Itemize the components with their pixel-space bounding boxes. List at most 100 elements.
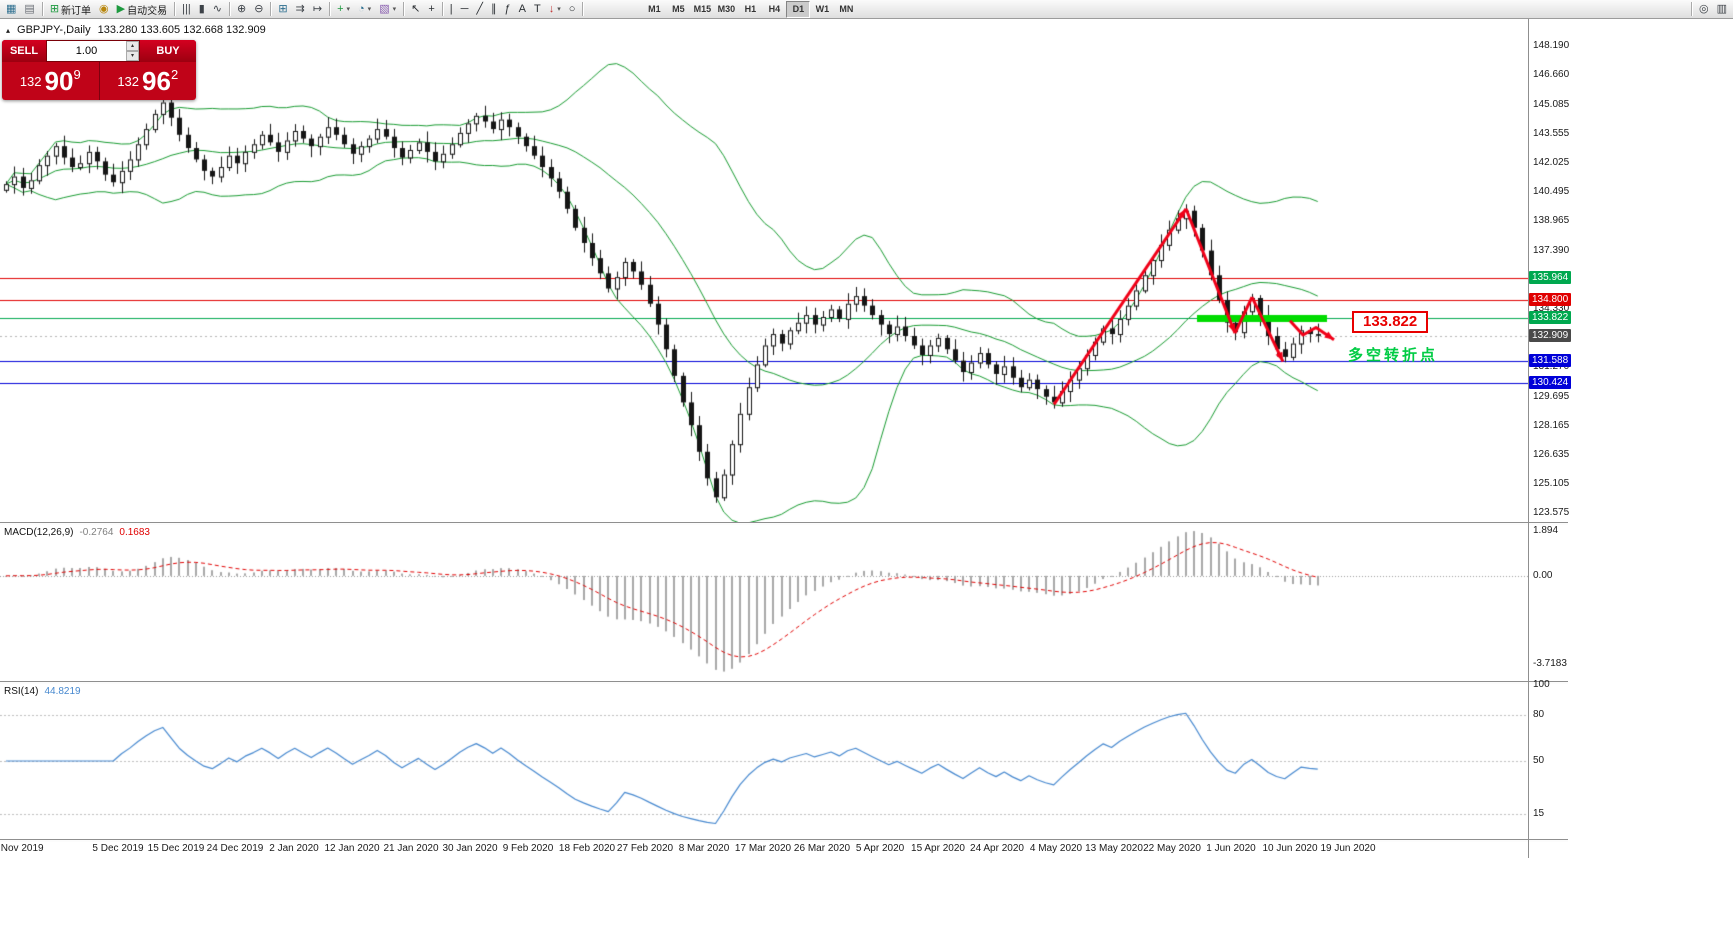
date-label: 2 Jan 2020 (269, 843, 319, 854)
sell-price[interactable]: 132 90 9 (2, 62, 99, 100)
timeframe-button-m1[interactable]: M1 (642, 1, 666, 18)
price-tick-label: 143.555 (1533, 127, 1570, 139)
trendline-button[interactable]: ╱ (472, 1, 487, 18)
date-label: 24 Dec 2019 (206, 843, 264, 854)
toolbar-separator (403, 2, 405, 16)
chart-title: ▴ GBPJPY-,Daily 133.280 133.605 132.668 … (6, 24, 266, 36)
timeframe-button-w1[interactable]: W1 (810, 1, 834, 18)
chart-shift-button[interactable]: ↦ (309, 1, 326, 18)
volume-up-button[interactable]: ▴ (126, 41, 139, 51)
arrow-object-icon: ↓ (548, 2, 555, 15)
trendline-icon: ╱ (476, 2, 484, 15)
buy-button[interactable]: BUY (140, 40, 196, 62)
timeframe-button-m5[interactable]: M5 (666, 1, 690, 18)
label-button[interactable]: T (530, 1, 545, 18)
templates-button[interactable]: ▧ ▾ (375, 1, 400, 18)
indicators-button[interactable]: + ▾ (333, 1, 354, 18)
date-label: 12 Jan 2020 (324, 843, 380, 854)
toolbar-separator (228, 2, 230, 16)
chart-window-icon: ▦ (6, 2, 17, 15)
volume-input[interactable] (47, 41, 126, 61)
date-label: 10 Jun 2020 (1262, 843, 1318, 854)
date-label: 4 May 2020 (1029, 843, 1083, 854)
timeframe-button-h4[interactable]: H4 (762, 1, 786, 18)
date-label: 15 Apr 2020 (911, 843, 965, 854)
sell-price-mid: 90 (44, 66, 74, 96)
zoom-out-button[interactable]: ⊖ (250, 1, 267, 18)
quick-search-button[interactable]: ◎ (1695, 1, 1713, 18)
date-label: 9 Feb 2020 (502, 843, 554, 854)
mql-market-button[interactable]: ◉ (95, 1, 113, 18)
date-label: 8 Mar 2020 (678, 843, 730, 854)
macd-tick-label: 1.894 (1533, 525, 1559, 537)
panel-separator (0, 681, 1568, 684)
price-chart-canvas[interactable] (0, 19, 1528, 522)
price-tick-label: 148.190 (1533, 39, 1570, 51)
crosshair-button[interactable]: + (424, 1, 438, 18)
volume-down-button[interactable]: ▾ (126, 51, 139, 61)
profile-button[interactable]: ▤ (20, 1, 38, 18)
tile-windows-icon: ⊞ (278, 2, 288, 15)
candles-chart-button[interactable]: ▮ (195, 1, 209, 18)
timeframe-button-m15[interactable]: M15 (690, 1, 714, 18)
fibonacci-button[interactable]: ƒ (501, 1, 515, 18)
price-tick-label: 129.695 (1533, 390, 1570, 402)
sell-button[interactable]: SELL (2, 40, 46, 62)
autotrade-play-icon: ▶ (116, 2, 126, 15)
price-tick-label: 134.330 (1533, 302, 1570, 314)
price-tick-label: 146.660 (1533, 68, 1570, 80)
templates-icon: ▧ (379, 2, 390, 15)
macd-main-value: -0.2764 (79, 527, 114, 538)
date-label: 22 May 2020 (1143, 843, 1201, 854)
price-axis: 148.190 146.660 145.085 143.555 142.025 140.4… (1529, 19, 1589, 858)
timeframe-button-m30[interactable]: M30 (714, 1, 738, 18)
macd-indicator-label: MACD(12,26,9) -0.2764 0.1683 (4, 527, 150, 538)
periods-button[interactable]: ◔ ▾ (354, 1, 375, 18)
shapes-button[interactable]: ○ (565, 1, 580, 18)
date-label: 15 Dec 2019 (147, 843, 205, 854)
tile-windows-button[interactable]: ⊞ (274, 1, 291, 18)
arrows-button[interactable]: ↓ ▾ (545, 1, 565, 18)
date-label: 24 Apr 2020 (970, 843, 1024, 854)
price-tick-label: 142.025 (1533, 156, 1570, 168)
timeframe-button-h1[interactable]: H1 (738, 1, 762, 18)
timeframe-button-d1[interactable]: D1 (786, 0, 811, 18)
bars-chart-button[interactable]: ||| (178, 1, 195, 18)
candles-chart-icon: ▮ (198, 2, 205, 15)
cursor-button[interactable]: ↖ (407, 1, 424, 18)
rsi-panel-canvas[interactable] (0, 683, 1528, 839)
channel-button[interactable]: ∥ (487, 1, 501, 18)
rsi-tick-label: 50 (1533, 755, 1545, 766)
zoom-in-button[interactable]: ⊕ (233, 1, 250, 18)
toolbar-separator (174, 2, 176, 16)
rsi-name: RSI(14) (4, 686, 39, 697)
date-label: 18 Feb 2020 (558, 843, 616, 854)
macd-panel-canvas[interactable] (0, 524, 1528, 681)
date-label: 6 Nov 2019 (0, 843, 44, 854)
text-button[interactable]: A (515, 1, 530, 18)
price-line-label: 133.822 (1529, 311, 1572, 325)
new-order-button[interactable]: ⊞ 新订单 (46, 1, 95, 18)
vertical-line-button[interactable]: | (446, 1, 457, 18)
autotrade-button[interactable]: ▶ 自动交易 (113, 1, 171, 18)
chart-window-button[interactable]: ▦ (2, 1, 20, 18)
window-layout-button[interactable]: ▥ (1713, 1, 1731, 18)
profile-icon: ▤ (24, 2, 35, 15)
line-chart-button[interactable]: ∿ (209, 1, 226, 18)
horizontal-line-button[interactable]: ─ (457, 1, 473, 18)
sell-price-sup: 9 (73, 67, 81, 82)
auto-scroll-button[interactable]: ⇉ (292, 1, 309, 18)
macd-name: MACD(12,26,9) (4, 527, 74, 538)
volume-box: ▴ ▾ (46, 40, 140, 62)
crosshair-icon: + (428, 2, 435, 15)
buy-price-sup: 2 (170, 67, 179, 82)
support-price-annotation[interactable]: 133.822 (1352, 311, 1429, 333)
fibonacci-icon: ƒ (504, 2, 511, 15)
turning-point-note[interactable]: 多空转折点 (1348, 347, 1439, 364)
buy-price[interactable]: 132 96 2 (100, 62, 197, 100)
timeframe-button-mn[interactable]: MN (834, 1, 858, 18)
toolbar-separator (270, 2, 272, 16)
